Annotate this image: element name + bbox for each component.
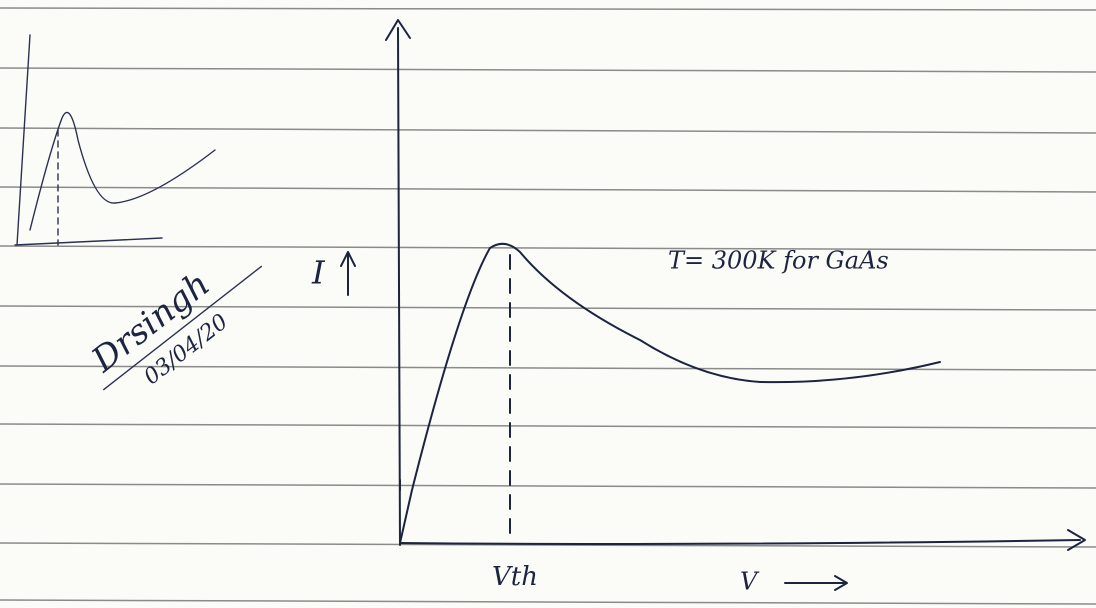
current-axis-label: I bbox=[311, 254, 326, 292]
notebook-page: I T= 300K for GaAs Vth V Drsingh 03/04/2… bbox=[0, 0, 1096, 608]
voltage-axis-label: V bbox=[740, 568, 760, 596]
threshold-label: Vth bbox=[492, 562, 538, 592]
temperature-note: T= 300K for GaAs bbox=[668, 247, 889, 275]
